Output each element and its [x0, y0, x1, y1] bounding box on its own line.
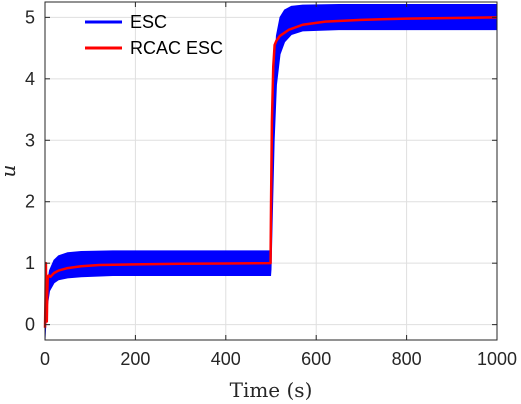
axis-ticks: 0 200 400 600 800 1000 0 1 2 3 4 5 [25, 2, 517, 369]
x-tick-label: 1000 [477, 349, 517, 369]
legend: ESC RCAC ESC [85, 12, 223, 58]
x-tick-label: 0 [40, 349, 50, 369]
y-axis-title: u [0, 165, 20, 178]
legend-label-esc: ESC [130, 12, 167, 32]
y-tick-label: 1 [25, 253, 35, 273]
y-tick-label: 5 [25, 7, 35, 27]
x-tick-label: 600 [301, 349, 331, 369]
series-rcac-esc-line [43, 16, 498, 328]
y-tick-label: 2 [25, 192, 35, 212]
axes-box [44, 1, 498, 341]
y-tick-label: 3 [25, 130, 35, 150]
x-axis-title: Time (s) [230, 378, 313, 402]
x-tick-label: 400 [211, 349, 241, 369]
y-tick-label: 0 [25, 315, 35, 335]
plot-area [43, 3, 498, 341]
legend-label-rcac-esc: RCAC ESC [130, 38, 223, 58]
x-tick-label: 800 [392, 349, 422, 369]
y-tick-label: 4 [25, 69, 35, 89]
x-tick-label: 200 [120, 349, 150, 369]
